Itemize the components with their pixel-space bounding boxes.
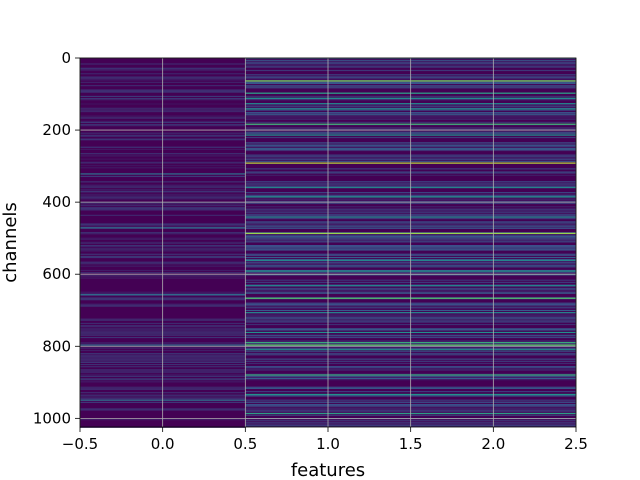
x-tick-label: 2.5 <box>564 435 588 453</box>
x-axis: −0.5 0.0 0.5 1.0 1.5 2.0 2.5 <box>62 427 588 453</box>
y-tick-label: 400 <box>42 193 71 211</box>
y-tick-label: 600 <box>42 265 71 283</box>
y-axis-label: channels <box>0 202 21 283</box>
x-tick-label: 1.5 <box>399 435 423 453</box>
y-tick-label: 800 <box>42 337 71 355</box>
x-axis-label: features <box>291 460 365 480</box>
x-tick-label: −0.5 <box>62 435 98 453</box>
x-tick-label: 0.0 <box>151 435 175 453</box>
y-tick-label: 1000 <box>33 409 71 427</box>
y-tick-label: 200 <box>42 121 71 139</box>
y-tick-label: 0 <box>61 49 71 67</box>
x-tick-label: 1.0 <box>316 435 340 453</box>
y-axis: 0 200 400 600 800 1000 <box>33 49 80 427</box>
x-tick-label: 0.5 <box>233 435 257 453</box>
x-tick-label: 2.0 <box>481 435 505 453</box>
